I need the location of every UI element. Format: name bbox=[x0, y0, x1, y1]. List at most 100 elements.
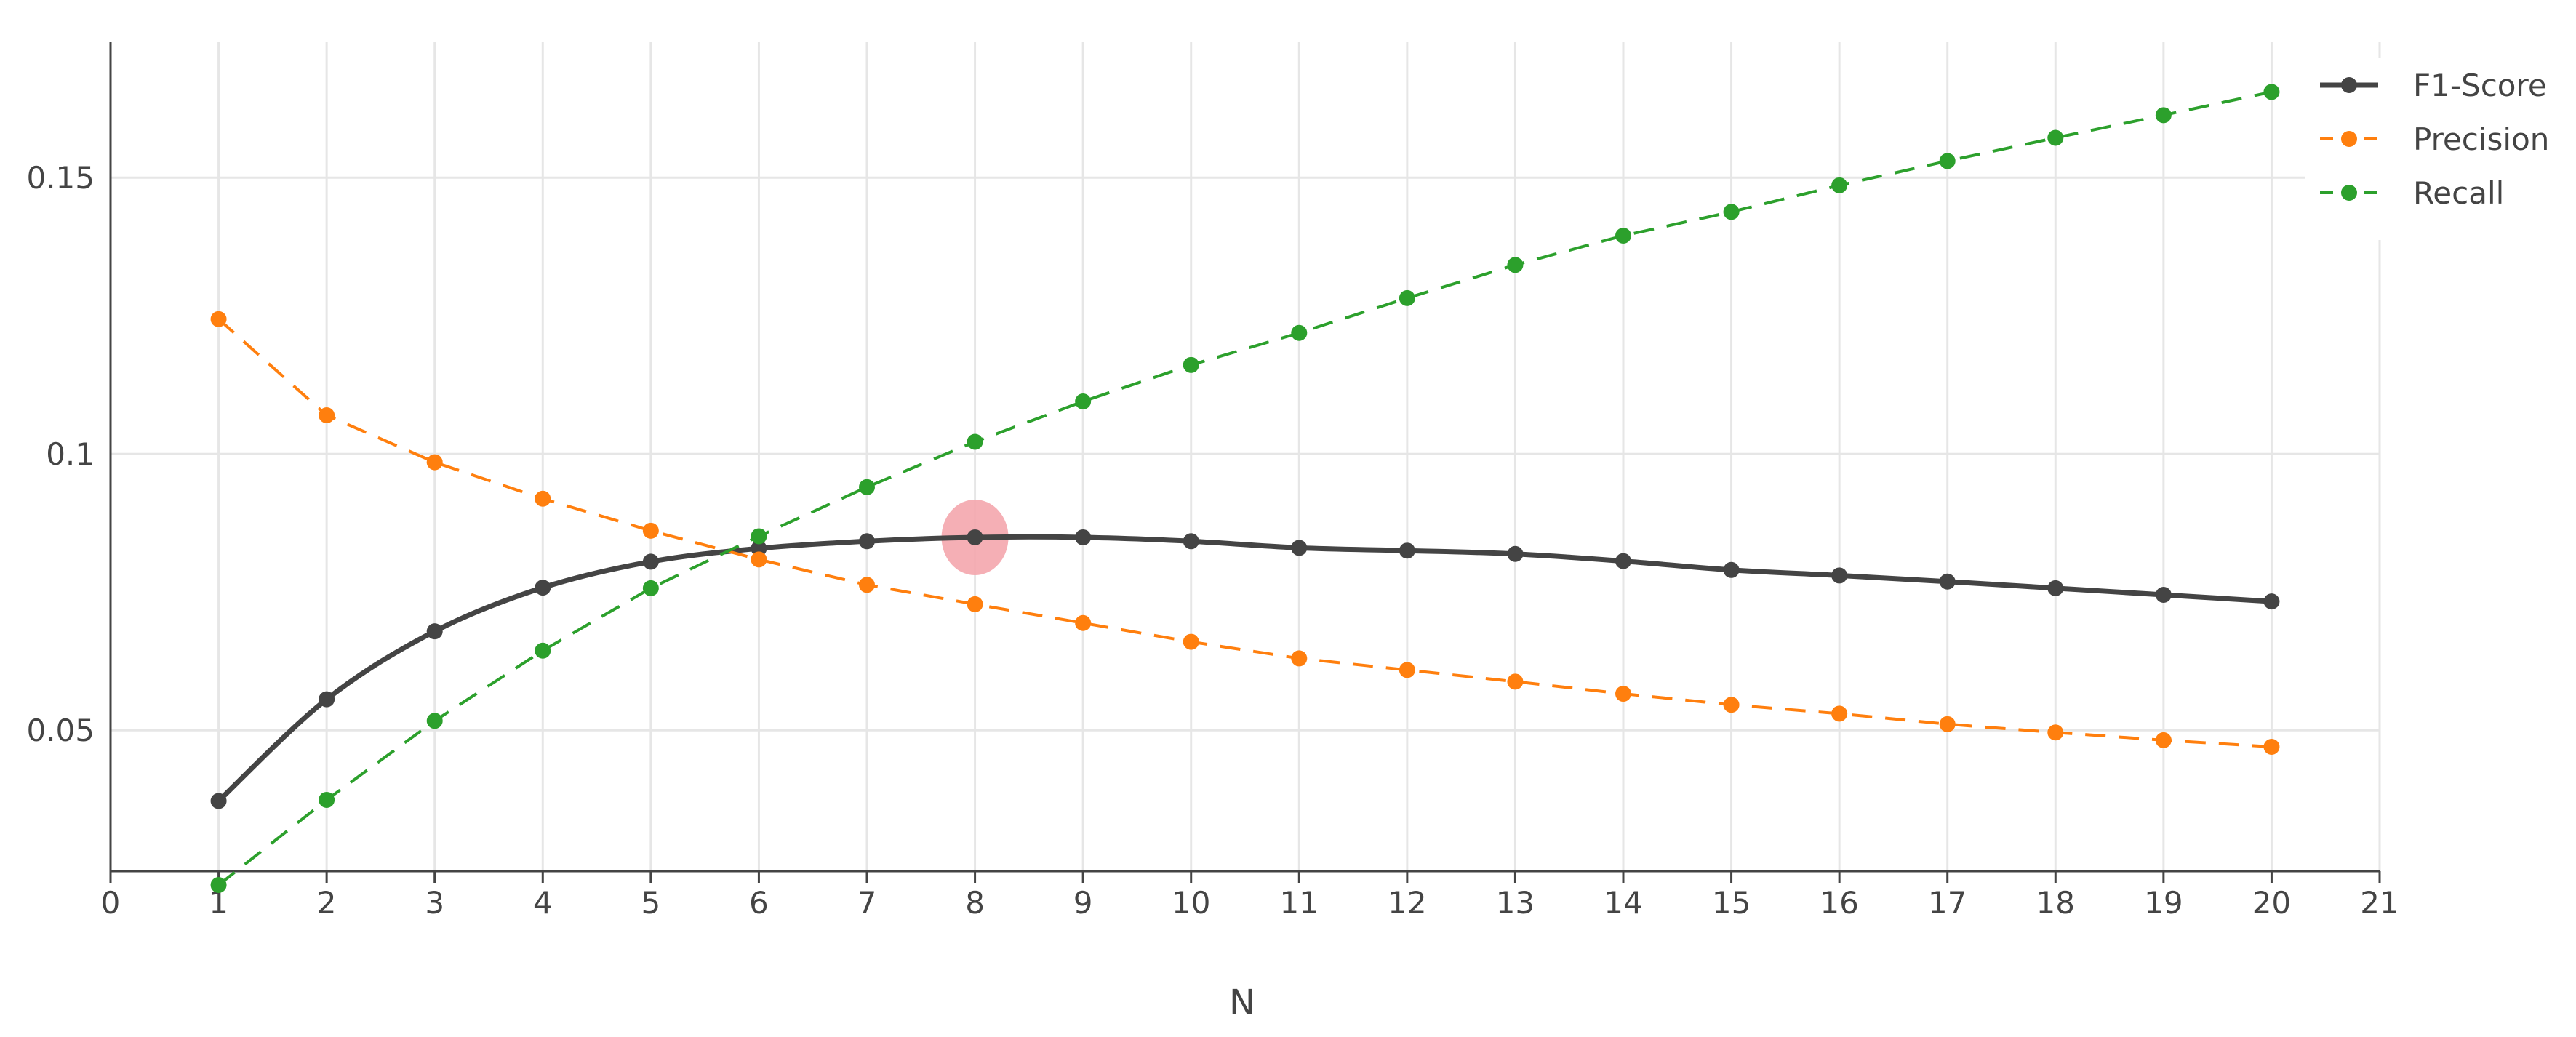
legend-swatch-marker bbox=[2341, 77, 2357, 93]
data-point-precision bbox=[751, 551, 767, 568]
x-tick-label: 10 bbox=[1172, 885, 1210, 921]
x-tick-label: 13 bbox=[1496, 885, 1535, 921]
data-point-recall bbox=[967, 433, 983, 450]
legend-label: Precision bbox=[2413, 121, 2549, 157]
x-tick-label: 3 bbox=[425, 885, 444, 921]
data-point-recall bbox=[319, 791, 335, 808]
data-point-recall bbox=[1507, 257, 1524, 273]
data-point-f1-score bbox=[426, 623, 443, 640]
data-point-precision bbox=[2263, 739, 2280, 755]
data-point-precision bbox=[1399, 662, 1415, 678]
legend-item-f1-score[interactable]: F1-Score bbox=[2320, 68, 2547, 103]
data-point-recall bbox=[426, 713, 443, 729]
data-point-precision bbox=[1507, 673, 1524, 690]
data-point-f1-score bbox=[1183, 533, 1199, 550]
data-point-f1-score bbox=[1939, 573, 1956, 590]
data-point-precision bbox=[210, 311, 227, 327]
data-point-recall bbox=[859, 479, 875, 495]
legend-swatch-marker bbox=[2341, 131, 2357, 147]
data-point-f1-score bbox=[2047, 580, 2064, 596]
data-point-precision bbox=[426, 454, 443, 471]
y-tick-label: 0.1 bbox=[46, 436, 95, 472]
x-tick-label: 5 bbox=[641, 885, 660, 921]
data-point-precision bbox=[642, 522, 659, 539]
data-point-f1-score bbox=[1831, 567, 1848, 584]
data-point-recall bbox=[1183, 356, 1199, 373]
data-point-f1-score bbox=[1291, 540, 1308, 556]
data-point-f1-score bbox=[2155, 587, 2172, 603]
data-point-f1-score bbox=[1723, 561, 1740, 578]
x-tick-label: 19 bbox=[2144, 885, 2183, 921]
data-point-f1-score bbox=[319, 691, 335, 708]
data-point-f1-score bbox=[210, 793, 227, 809]
data-point-recall bbox=[751, 528, 767, 545]
x-axis-title: N bbox=[1229, 982, 1255, 1023]
data-point-precision bbox=[1939, 716, 1956, 732]
legend-label: Recall bbox=[2413, 175, 2504, 211]
y-tick-label: 0.15 bbox=[26, 160, 95, 196]
x-tick-label: 11 bbox=[1280, 885, 1319, 921]
data-point-f1-score bbox=[859, 533, 875, 550]
legend[interactable]: F1-Score Precision Recall bbox=[2305, 58, 2576, 240]
x-tick-label: 6 bbox=[749, 885, 769, 921]
data-point-f1-score bbox=[751, 540, 767, 557]
legend-swatch-marker bbox=[2341, 185, 2357, 201]
data-point-precision bbox=[1291, 650, 1308, 667]
x-tick-label: 21 bbox=[2360, 885, 2399, 921]
x-tick-label: 9 bbox=[1073, 885, 1093, 921]
x-tick-label: 12 bbox=[1388, 885, 1426, 921]
series-line-recall bbox=[217, 90, 2272, 886]
x-tick-label: 14 bbox=[1604, 885, 1642, 921]
data-point-recall bbox=[535, 642, 551, 659]
data-point-recall bbox=[1723, 204, 1740, 220]
data-point-f1-score bbox=[1507, 545, 1524, 562]
x-tick-label: 15 bbox=[1712, 885, 1751, 921]
data-point-precision bbox=[967, 596, 983, 612]
legend-item-recall[interactable]: Recall bbox=[2320, 175, 2504, 211]
data-point-precision bbox=[2155, 732, 2172, 748]
legend-item-precision[interactable]: Precision bbox=[2320, 121, 2549, 157]
data-point-f1-score bbox=[1075, 529, 1092, 545]
data-point-recall bbox=[1831, 177, 1848, 193]
data-point-precision bbox=[2047, 724, 2064, 741]
data-point-f1-score bbox=[967, 529, 983, 545]
x-tick-label: 8 bbox=[965, 885, 985, 921]
grid-lines bbox=[111, 42, 2381, 871]
x-tick-label: 17 bbox=[1928, 885, 1967, 921]
x-tick-label: 20 bbox=[2252, 885, 2291, 921]
data-point-recall bbox=[1939, 153, 1956, 169]
data-point-precision bbox=[1075, 614, 1092, 631]
series-line-precision bbox=[217, 318, 2272, 748]
axes: 0 1 2 3 4 5 6 7 8 9 10 11 12 13 14 15 16 17 18 19 20 210.050.… bbox=[26, 42, 2399, 921]
x-tick-label: 16 bbox=[1820, 885, 1858, 921]
x-tick-label: 0 bbox=[101, 885, 121, 921]
data-point-precision bbox=[859, 577, 875, 593]
data-point-precision bbox=[1831, 705, 1848, 722]
data-point-recall bbox=[1399, 289, 1415, 306]
data-point-f1-score bbox=[2263, 593, 2280, 610]
x-tick-label: 4 bbox=[533, 885, 553, 921]
x-tick-label: 2 bbox=[317, 885, 337, 921]
data-point-recall bbox=[2155, 107, 2172, 124]
data-point-f1-score bbox=[1399, 542, 1415, 559]
y-tick-label: 0.05 bbox=[26, 713, 95, 748]
data-point-precision bbox=[1723, 697, 1740, 713]
data-point-recall bbox=[2047, 129, 2064, 146]
data-point-f1-score bbox=[642, 553, 659, 570]
data-point-recall bbox=[642, 580, 659, 596]
legend-label: F1-Score bbox=[2413, 68, 2547, 103]
x-tick-label: 18 bbox=[2036, 885, 2075, 921]
data-point-recall bbox=[2263, 84, 2280, 100]
data-point-precision bbox=[535, 490, 551, 507]
data-point-f1-score bbox=[1615, 553, 1631, 569]
data-point-f1-score bbox=[535, 580, 551, 596]
data-point-recall bbox=[1615, 228, 1631, 244]
x-tick-label: 7 bbox=[857, 885, 877, 921]
series-group bbox=[210, 84, 2280, 893]
data-point-recall bbox=[1291, 324, 1308, 341]
data-point-recall bbox=[1075, 393, 1092, 409]
data-point-precision bbox=[1183, 633, 1199, 650]
data-point-precision bbox=[319, 407, 335, 423]
